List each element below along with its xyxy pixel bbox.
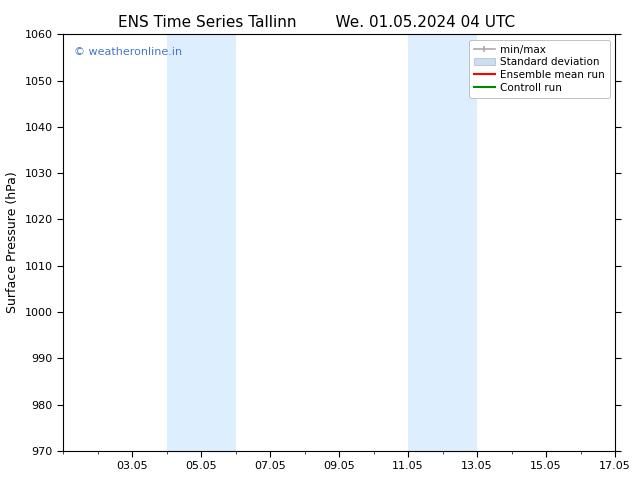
Legend: min/max, Standard deviation, Ensemble mean run, Controll run: min/max, Standard deviation, Ensemble me… — [469, 40, 610, 98]
Bar — [408, 34, 477, 451]
Y-axis label: Surface Pressure (hPa): Surface Pressure (hPa) — [6, 172, 19, 314]
Bar — [167, 34, 236, 451]
Text: ENS Time Series Tallinn        We. 01.05.2024 04 UTC: ENS Time Series Tallinn We. 01.05.2024 0… — [119, 15, 515, 30]
Text: © weatheronline.in: © weatheronline.in — [74, 47, 183, 57]
